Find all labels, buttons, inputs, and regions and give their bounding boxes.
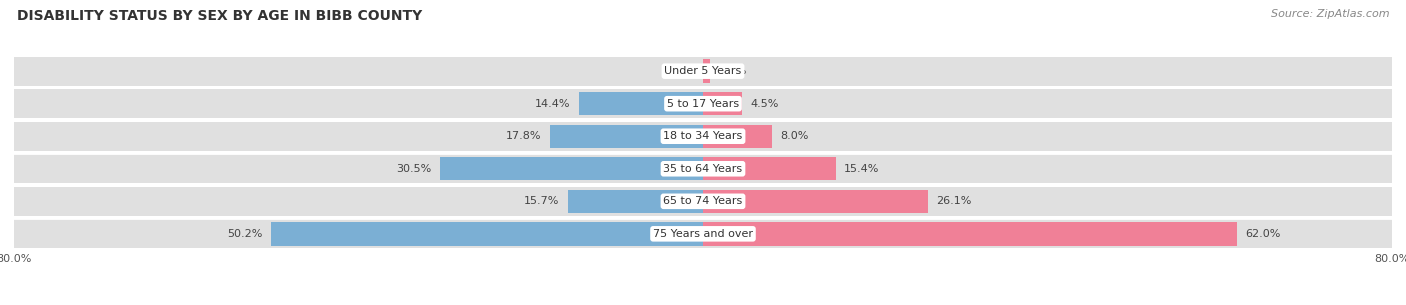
Bar [271, 222, 703, 246]
Bar [14, 89, 1392, 118]
Bar [14, 122, 1392, 151]
Text: 15.4%: 15.4% [844, 164, 880, 174]
Text: Under 5 Years: Under 5 Years [665, 66, 741, 76]
Text: 62.0%: 62.0% [1246, 229, 1281, 239]
Bar [14, 56, 1392, 86]
Bar [14, 187, 1392, 216]
Text: 26.1%: 26.1% [936, 196, 972, 206]
Text: 30.5%: 30.5% [396, 164, 432, 174]
Text: 15.7%: 15.7% [524, 196, 560, 206]
Text: 5 to 17 Years: 5 to 17 Years [666, 99, 740, 109]
Text: 8.0%: 8.0% [780, 131, 808, 141]
Text: 50.2%: 50.2% [226, 229, 262, 239]
Text: 4.5%: 4.5% [751, 99, 779, 109]
Bar [703, 190, 928, 213]
Text: 0.0%: 0.0% [666, 66, 695, 76]
Bar [703, 124, 772, 148]
Bar [703, 157, 835, 181]
Text: 14.4%: 14.4% [534, 99, 571, 109]
Text: 35 to 64 Years: 35 to 64 Years [664, 164, 742, 174]
Bar [550, 124, 703, 148]
Text: 17.8%: 17.8% [506, 131, 541, 141]
Bar [14, 219, 1392, 249]
Bar [703, 222, 1237, 246]
Text: DISABILITY STATUS BY SEX BY AGE IN BIBB COUNTY: DISABILITY STATUS BY SEX BY AGE IN BIBB … [17, 9, 422, 23]
Text: 75 Years and over: 75 Years and over [652, 229, 754, 239]
Bar [579, 92, 703, 115]
Text: 0.8%: 0.8% [718, 66, 747, 76]
Text: 18 to 34 Years: 18 to 34 Years [664, 131, 742, 141]
Bar [440, 157, 703, 181]
Text: 65 to 74 Years: 65 to 74 Years [664, 196, 742, 206]
Bar [703, 92, 742, 115]
Bar [14, 154, 1392, 183]
Bar [568, 190, 703, 213]
Text: Source: ZipAtlas.com: Source: ZipAtlas.com [1271, 9, 1389, 19]
Bar [703, 59, 710, 83]
